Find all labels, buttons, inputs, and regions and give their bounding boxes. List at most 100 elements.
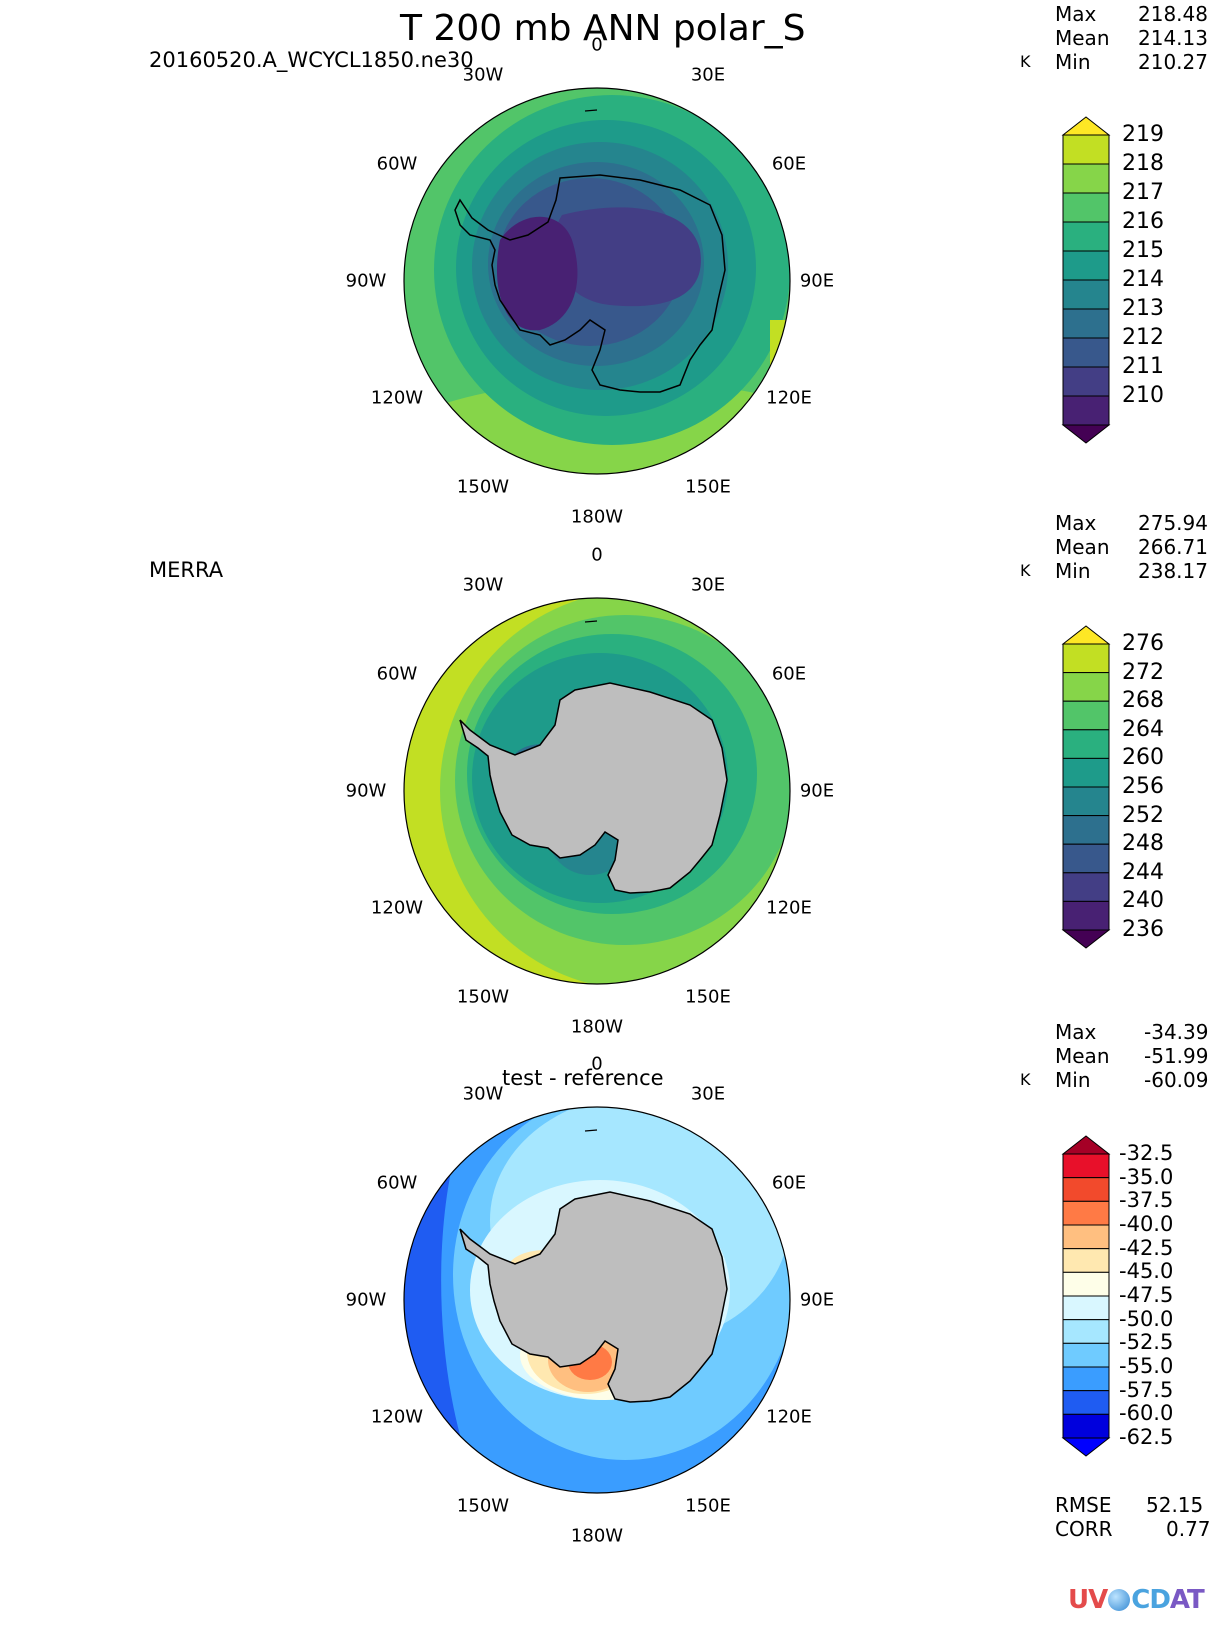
lon-label-150w-panel3: 150W — [456, 1495, 510, 1517]
figure-title: T 200 mb ANN polar_S — [400, 8, 806, 49]
coastline-antarctica — [454, 174, 726, 393]
colorbar-box — [1062, 1153, 1110, 1179]
logo-at-letters: AT — [1169, 1585, 1205, 1615]
lon-label-120w-panel3: 120W — [370, 1406, 424, 1428]
colorbar-level-label: 214 — [1122, 267, 1164, 292]
colorbar-box — [1062, 279, 1110, 310]
stat-max-label: Max — [1055, 1020, 1097, 1044]
colorbar-over-triangle — [1061, 116, 1111, 136]
stat-mean-value: -51.99 — [1144, 1044, 1209, 1068]
lon-label-0-panel3: 0 — [591, 1053, 603, 1075]
colorbar-level-label: 252 — [1122, 802, 1164, 828]
lon-label-60e-panel1: 60E — [771, 153, 807, 175]
colorbar-level-label: -37.5 — [1119, 1188, 1174, 1213]
colorbar-level-label: -60.0 — [1119, 1401, 1174, 1426]
colorbar-box — [1062, 134, 1110, 165]
panel1-left-label: 20160520.A_WCYCL1850.ne30 — [149, 48, 474, 72]
colorbar-box — [1062, 221, 1110, 252]
stat-units: K — [1020, 52, 1031, 71]
colorbar-box — [1062, 337, 1110, 368]
stat-max-value: -34.39 — [1144, 1020, 1209, 1044]
colorbar-panel1 — [1061, 116, 1111, 444]
stat-min-label: Min — [1055, 50, 1091, 74]
lon-label-90w-panel2: 90W — [345, 780, 387, 802]
colorbar-box — [1062, 872, 1110, 902]
colorbar-box — [1062, 900, 1110, 931]
stat-mean-label: Mean — [1055, 26, 1110, 50]
colorbar-level-label: -42.5 — [1119, 1235, 1174, 1260]
colorbar-level-label: 244 — [1122, 859, 1164, 885]
lon-label-180-panel1: 180W — [570, 506, 624, 528]
colorbar-under-triangle — [1061, 929, 1111, 949]
colorbar-level-label: 212 — [1122, 325, 1164, 350]
colorbar-level-label: 210 — [1122, 383, 1164, 408]
lon-label-30w-panel3: 30W — [462, 1083, 504, 1105]
colorbar-level-label: 248 — [1122, 831, 1164, 857]
colorbar-level-label: 276 — [1122, 631, 1164, 656]
stat-min-label: Min — [1055, 559, 1091, 583]
corr-value: 0.77 — [1166, 1517, 1211, 1541]
stat-max-value: 218.48 — [1138, 2, 1208, 26]
colorbar-box — [1062, 1390, 1110, 1415]
colorbar-level-label: -40.0 — [1119, 1212, 1174, 1236]
map-panel-reference — [403, 597, 791, 985]
stat-units: K — [1020, 561, 1031, 580]
colorbar-box — [1062, 163, 1110, 194]
lon-label-90w-panel1: 90W — [345, 270, 387, 292]
colorbar-box — [1062, 1177, 1110, 1202]
colorbar-level-label: 213 — [1122, 296, 1164, 321]
lon-label-120e-panel1: 120E — [766, 387, 812, 409]
colorbar-box — [1062, 1271, 1110, 1297]
colorbar-level-label: 272 — [1122, 659, 1164, 685]
colorbar-over-triangle — [1061, 625, 1111, 645]
colorbar-level-label: 219 — [1122, 122, 1164, 147]
colorbars — [1061, 116, 1111, 1457]
uvcdat-logo: UV CDAT — [1068, 1585, 1205, 1615]
colorbar-level-label: 268 — [1122, 688, 1164, 714]
lon-label-30w-panel1: 30W — [462, 64, 504, 86]
colorbar-box — [1062, 1224, 1110, 1250]
colorbar-level-label: -32.5 — [1119, 1141, 1174, 1165]
colorbar-level-label: 240 — [1122, 888, 1164, 914]
colorbar-level-label: 260 — [1122, 745, 1164, 771]
colorbar-level-label: -35.0 — [1119, 1164, 1174, 1189]
colorbar-box — [1062, 308, 1110, 339]
lon-label-150w-panel1: 150W — [456, 476, 510, 498]
colorbar-level-label: -47.5 — [1119, 1283, 1174, 1307]
logo-cd-letters: CD — [1131, 1585, 1171, 1615]
lon-label-60w-panel1: 60W — [376, 153, 418, 175]
panel2-left-label: MERRA — [149, 558, 224, 582]
colorbar-level-label: 217 — [1122, 180, 1164, 205]
colorbar-level-label: 236 — [1122, 917, 1164, 942]
lon-label-30e-panel2: 30E — [690, 574, 726, 596]
colorbar-box — [1062, 1413, 1110, 1439]
lon-label-90w-panel3: 90W — [345, 1289, 387, 1311]
colorbar-level-label: 216 — [1122, 209, 1164, 234]
panel2-stats: Max 275.94 Mean 266.71 K Min 238.17 — [1020, 511, 1210, 587]
colorbar-under-triangle — [1061, 1437, 1111, 1457]
colorbar-level-label: -50.0 — [1119, 1306, 1174, 1331]
rmse-corr-block: RMSE 52.15 CORR 0.77 — [1055, 1493, 1211, 1543]
stat-min-value: -60.09 — [1144, 1068, 1209, 1092]
colorbar-box — [1062, 757, 1110, 788]
colorbar-box — [1062, 1200, 1110, 1226]
colorbar-panel2 — [1061, 625, 1111, 949]
colorbar-box — [1062, 1248, 1110, 1273]
stat-min-value: 238.17 — [1138, 559, 1208, 583]
colorbar-level-label: 211 — [1122, 354, 1164, 379]
antarctica-land-mask — [459, 682, 728, 894]
colorbar-level-label: 264 — [1122, 716, 1164, 742]
colorbar-under-triangle — [1061, 424, 1111, 444]
lon-label-30w-panel2: 30W — [462, 574, 504, 596]
colorbar-box — [1062, 1342, 1110, 1368]
lon-label-150w-panel2: 150W — [456, 986, 510, 1008]
lon-label-90e-panel1: 90E — [799, 270, 835, 292]
colorbar-panel3 — [1061, 1135, 1111, 1457]
stat-max-label: Max — [1055, 2, 1097, 26]
lon-label-150e-panel2: 150E — [685, 986, 731, 1008]
lon-label-150e-panel1: 150E — [685, 476, 731, 498]
panel1-stats: Max 218.48 Mean 214.13 K Min 210.27 — [1020, 2, 1210, 78]
map-panel-test — [403, 87, 791, 475]
map-panel-difference — [403, 1106, 791, 1494]
colorbar-over-triangle — [1061, 1135, 1111, 1155]
